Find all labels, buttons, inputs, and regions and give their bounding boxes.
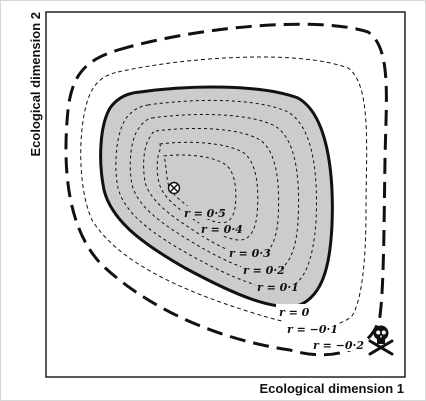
label-r-0.3: r = 0·3 bbox=[229, 247, 271, 260]
label-r-0.4: r = 0·4 bbox=[201, 223, 243, 236]
skull-and-crossbones-icon bbox=[368, 325, 394, 356]
plot-area bbox=[45, 11, 406, 378]
contour-r-neg-0.1 bbox=[80, 56, 368, 327]
y-axis-label: Ecological dimension 2 bbox=[28, 12, 43, 156]
label-r-neg-0.1: r = −0·1 bbox=[287, 323, 338, 336]
contour-r-0 bbox=[99, 85, 334, 309]
label-r-neg-0.2: r = −0·2 bbox=[313, 339, 364, 352]
circled-cross-icon bbox=[167, 181, 181, 195]
contour-r-0.3 bbox=[143, 127, 280, 258]
x-axis-label: Ecological dimension 1 bbox=[260, 381, 404, 396]
label-r-0.2: r = 0·2 bbox=[243, 264, 285, 277]
label-r-0.1: r = 0·1 bbox=[257, 281, 299, 294]
label-r-0.5: r = 0·5 bbox=[184, 207, 226, 220]
contour-r-0.5 bbox=[163, 154, 237, 224]
contour-r-0.4 bbox=[156, 141, 259, 241]
label-r-0: r = 0 bbox=[279, 306, 310, 319]
